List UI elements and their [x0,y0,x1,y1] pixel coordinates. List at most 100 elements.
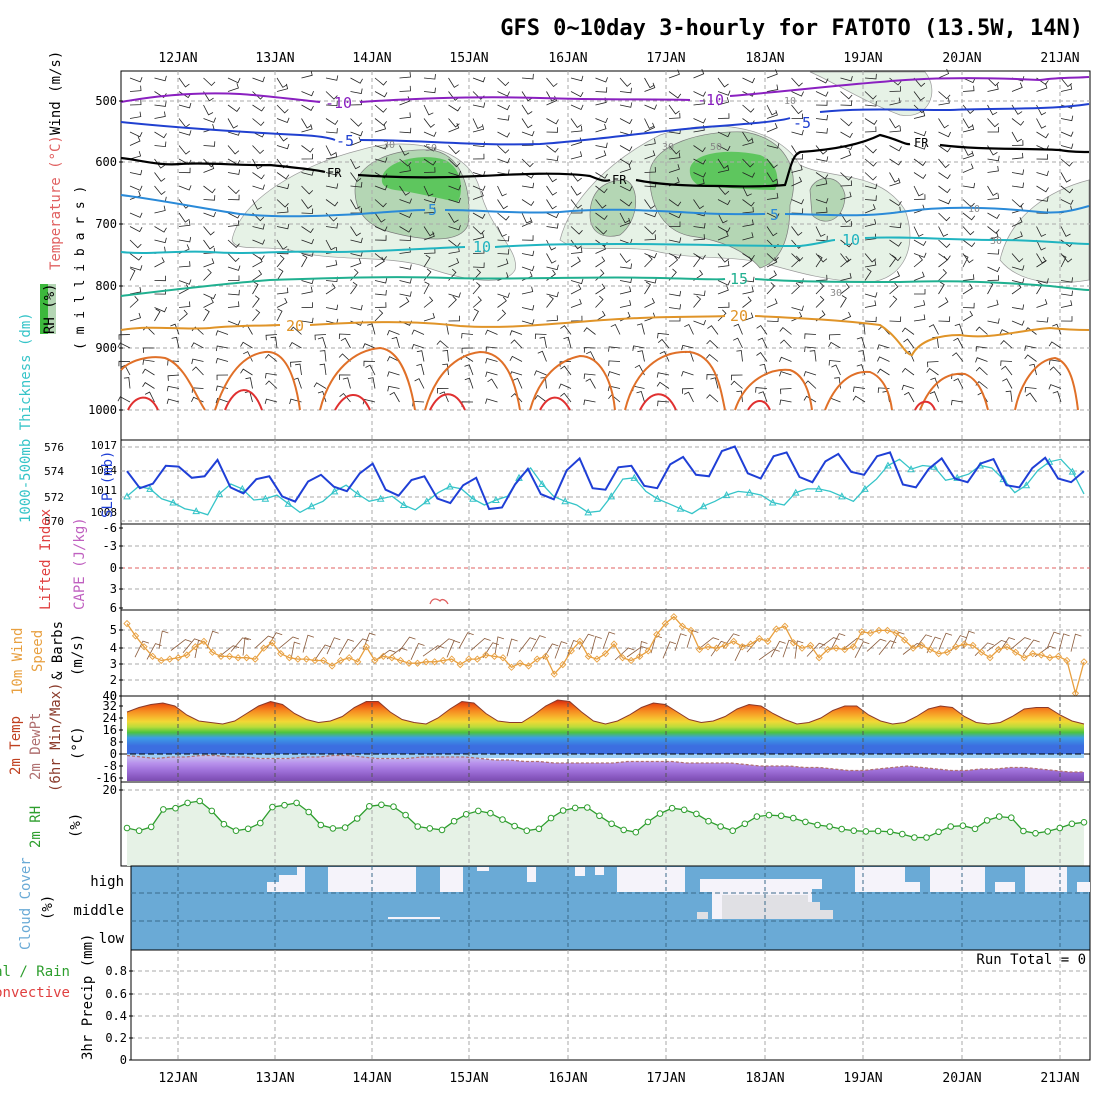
wind-barb [497,115,510,121]
wind-barb [154,158,166,169]
wind-barb [766,104,777,116]
wind-barb [962,302,975,309]
wind-barb [815,198,829,204]
wind10-barb [986,639,1008,652]
wind-barb [374,302,387,308]
y-tick-label: 500 [95,94,117,108]
rh-marker [402,811,409,819]
contour-25-waves [120,346,1079,411]
wind-barb [276,297,288,308]
wind10-barb [758,648,780,661]
wind-barb [290,361,302,368]
wind10-marker [747,640,755,648]
rh-marker [947,823,955,830]
wind-barb [399,278,412,284]
y-tick-label: 0.8 [105,964,127,978]
wind-barb [129,190,141,200]
wind-barb [423,167,436,173]
wind-barb [350,130,363,137]
wind-barb [546,291,559,298]
wind10-marker [465,655,473,663]
wind-barb [546,91,557,102]
wind-barb [167,360,180,366]
wind-barb [252,172,265,180]
wind10-marker [183,651,191,659]
wind-barb [766,298,778,308]
thickness-marker [814,484,823,492]
wind-barb [129,111,142,119]
contour-label: 10 [473,238,491,256]
wind-barb [252,158,263,170]
wind10-marker [875,626,883,635]
wind10-barb [554,641,568,659]
wind-barb [129,85,142,92]
wind-barb [325,118,339,126]
wind-barb [570,284,582,295]
wind-barb [144,391,155,403]
wind-barb [203,77,216,87]
rh-marker [1020,827,1027,835]
wind-barb [252,257,263,268]
wind-barb [1002,378,1013,389]
wind-barb [717,253,729,263]
label-2m-temp: 2m Temp [8,716,24,775]
wind-barb [570,226,583,235]
wind-barb [325,199,339,207]
wind10-marker [926,645,934,654]
wind-barb [644,199,656,210]
date-label: 17JAN [646,1071,685,1086]
wind-barb [546,77,558,88]
thickness-marker [768,498,777,506]
precip-y-axis: 0.8 0.6 0.4 0.2 0 [105,964,133,1067]
wind-barb [693,118,706,124]
wind-barb [570,239,582,250]
slp-tick: 1017 [91,439,118,452]
wind-barb [129,99,142,106]
label-2m-rh: 2m RH [28,806,44,848]
wind10-marker [439,656,447,665]
wind-barb [758,391,768,403]
wind-barb [684,323,694,335]
wind-barb [1060,158,1073,167]
upper-side-label: Temperature (°C) Wind (m/s) [48,51,64,270]
wind-barb [619,158,633,166]
wind10-barb [590,635,602,655]
wind-barb [815,77,829,84]
date-label: 12JAN [158,1071,197,1086]
wind-barb [339,374,351,380]
wind-barb [657,338,670,349]
thickness-panel-frame [120,439,1091,525]
wind-barb [1011,320,1025,326]
wind10-marker [900,636,909,644]
wind-barb [705,354,719,362]
y-tick-label: 900 [95,341,117,355]
clear-patch [930,867,985,892]
wind-barb [472,262,485,268]
clear-patch [995,882,1015,892]
wind-barb [317,336,327,349]
wind-barb [938,226,949,237]
wind10-marker [533,655,541,663]
wind-barb [570,125,583,133]
wind-barb [595,295,604,308]
wind-barb [668,212,682,219]
contour-label: FR [914,136,929,150]
wind-barb [203,297,214,308]
wind-barb [889,177,901,187]
wind-barb [319,363,327,376]
stability-y-axis: -6 -3 0 3 6 [103,521,123,615]
wind-barb [423,87,436,94]
wind-barb [913,110,926,119]
wind-barb [448,295,457,308]
wind-barb [829,334,841,340]
wind-barb [203,293,216,300]
wind-barb [668,255,679,268]
wind-barb [472,153,485,160]
contour-minus10-b [359,76,1090,103]
wind-barb [644,104,657,110]
wind-barb [301,185,314,195]
wind-barb [889,118,900,129]
wind10-marker [593,655,601,663]
wind-barb [203,226,215,236]
wind-barb [1036,299,1048,308]
